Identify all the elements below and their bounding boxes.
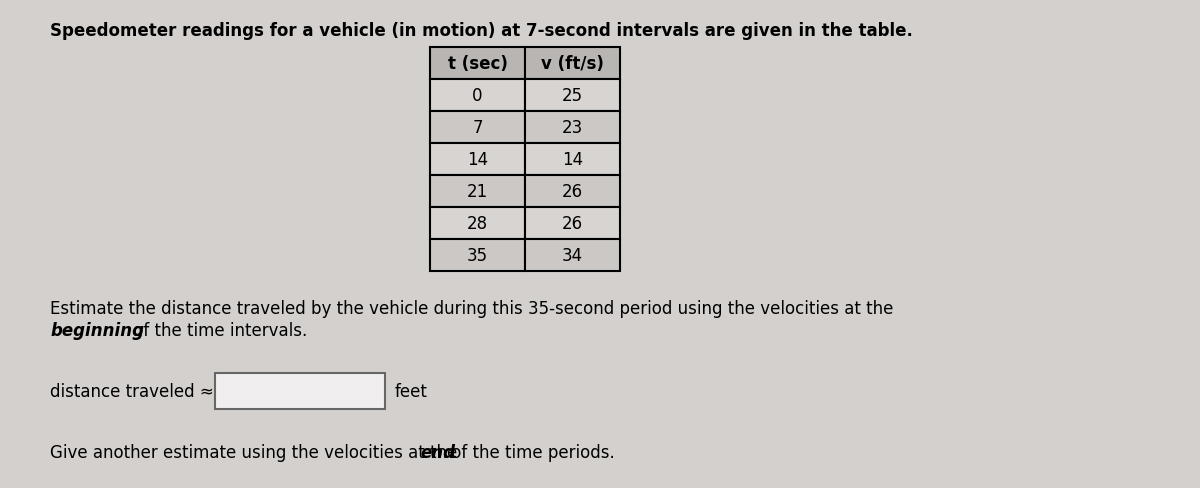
Text: 21: 21 <box>467 183 488 201</box>
Text: Speedometer readings for a vehicle (in motion) at 7-second intervals are given i: Speedometer readings for a vehicle (in m… <box>50 22 913 40</box>
Text: 26: 26 <box>562 183 583 201</box>
Text: 23: 23 <box>562 119 583 137</box>
Text: 26: 26 <box>562 215 583 232</box>
Text: feet: feet <box>395 382 428 400</box>
Bar <box>526 207 620 240</box>
Bar <box>526 240 620 271</box>
Bar <box>526 112 620 143</box>
Text: 0: 0 <box>473 87 482 105</box>
Text: 14: 14 <box>562 151 583 169</box>
Text: 34: 34 <box>562 246 583 264</box>
Bar <box>430 80 526 112</box>
Bar <box>430 48 526 80</box>
Bar <box>526 80 620 112</box>
Text: of the time intervals.: of the time intervals. <box>128 321 307 339</box>
Text: 35: 35 <box>467 246 488 264</box>
Text: beginning: beginning <box>50 321 144 339</box>
Text: v (ft/s): v (ft/s) <box>541 55 604 73</box>
Text: 14: 14 <box>467 151 488 169</box>
Text: Give another estimate using the velocities at the: Give another estimate using the velociti… <box>50 443 462 461</box>
Bar <box>430 143 526 176</box>
Text: 7: 7 <box>473 119 482 137</box>
Text: 28: 28 <box>467 215 488 232</box>
Text: 25: 25 <box>562 87 583 105</box>
Text: distance traveled ≈: distance traveled ≈ <box>50 382 214 400</box>
Bar <box>526 176 620 207</box>
Text: t (sec): t (sec) <box>448 55 508 73</box>
Bar <box>430 207 526 240</box>
Bar <box>430 112 526 143</box>
Bar <box>526 48 620 80</box>
Bar <box>215 373 385 409</box>
Text: Estimate the distance traveled by the vehicle during this 35-second period using: Estimate the distance traveled by the ve… <box>50 299 893 317</box>
Text: end: end <box>420 443 455 461</box>
Bar <box>430 176 526 207</box>
Text: of the time periods.: of the time periods. <box>446 443 614 461</box>
Bar <box>526 143 620 176</box>
Bar <box>430 240 526 271</box>
